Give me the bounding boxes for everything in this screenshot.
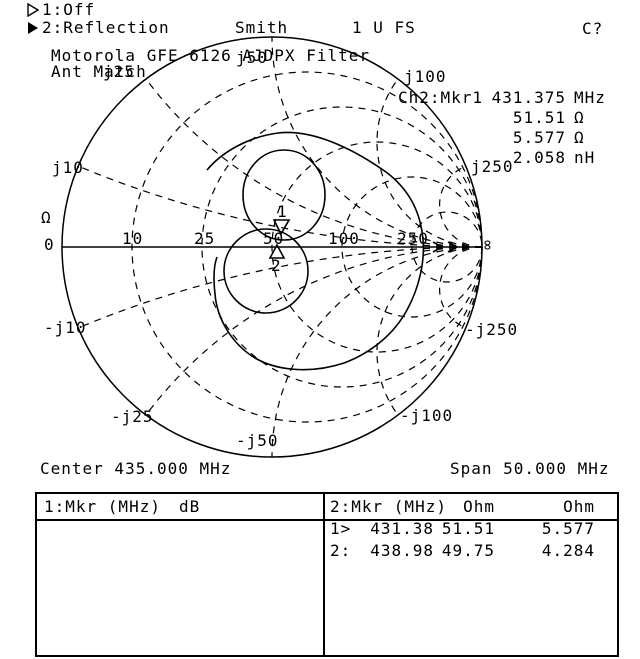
s11-trace: [206, 131, 471, 371]
scale-per-div: 1 U FS: [352, 18, 416, 37]
label-neg-j100: -j100: [400, 406, 454, 425]
chart-subtitle: Ant Match: [51, 62, 147, 81]
label-j250: j250: [471, 157, 514, 176]
axis-ohm-unit: Ω: [41, 208, 52, 227]
marker-readout-imag-unit: Ω: [574, 128, 585, 147]
marker-readout-equiv-unit: nH: [574, 148, 596, 167]
center-frequency: Center 435.000 MHz: [40, 459, 232, 478]
channel-2-pointer-icon: [28, 22, 38, 34]
marker-readout-real: 51.51: [512, 108, 566, 127]
label-neg-j25: -j25: [111, 407, 154, 426]
row1-r: 51.51: [441, 519, 495, 538]
label-r250: 250: [397, 229, 429, 248]
marker-readout-equiv: 2.058: [512, 148, 566, 167]
table-ch1-unit-header: dB: [179, 497, 201, 516]
span-frequency: Span 50.000 MHz: [450, 459, 610, 478]
marker-readout-imag: 5.577: [512, 128, 566, 147]
label-r25: 25: [194, 229, 216, 248]
table-ch2-col2-header: Ohm: [463, 497, 495, 516]
row2-id: 2:: [330, 541, 352, 560]
label-j25: j25: [103, 62, 135, 81]
label-j50: j50: [236, 48, 268, 67]
table-ch2-header: 2:Mkr (MHz): [330, 497, 447, 516]
label-neg-j250: -j250: [465, 320, 519, 339]
table-header-divider: [37, 519, 617, 521]
label-j10: j10: [52, 158, 84, 177]
label-neg-j50: -j50: [236, 431, 279, 450]
row1-id: 1>: [330, 519, 352, 538]
table-pane-divider: [323, 494, 325, 655]
marker-1-number: 1: [277, 202, 288, 221]
marker-2-symbol: [268, 243, 286, 259]
label-r0: 0: [44, 235, 55, 254]
label-neg-j10: -j10: [44, 318, 87, 337]
marker-readout-freq-unit: MHz: [574, 88, 606, 107]
marker-2-number: 2: [271, 256, 282, 275]
label-r100: 100: [328, 229, 360, 248]
marker-readout-title: Ch2:Mkr1: [398, 88, 484, 107]
channel-1-status: 1:Off: [42, 0, 96, 19]
table-ch1-header: 1:Mkr (MHz): [44, 497, 161, 516]
channel-2-status: 2:Reflection: [42, 18, 170, 37]
row1-x: 5.577: [541, 519, 595, 538]
marker-1-symbol: [272, 219, 291, 236]
marker-readout-real-unit: Ω: [574, 108, 585, 127]
chart-title: Motorola GFE 6126 AJDPX Filter: [51, 46, 370, 65]
marker-readout-freq: 431.375: [491, 88, 566, 107]
marker-table: 1:Mkr (MHz) dB 2:Mkr (MHz) Ohm Ohm 1> 43…: [35, 492, 619, 657]
label-r10: 10: [122, 229, 144, 248]
label-j100: j100: [404, 67, 447, 86]
row2-x: 4.284: [541, 541, 595, 560]
row1-freq: 431.38: [370, 519, 434, 538]
label-r50: 50: [263, 229, 285, 248]
row2-r: 49.75: [441, 541, 495, 560]
row2-freq: 438.98: [370, 541, 434, 560]
reactance-grid-arcs: [77, 36, 483, 458]
label-infinity: ∞: [478, 240, 498, 251]
table-ch2-col3-header: Ohm: [563, 497, 595, 516]
channel-1-pointer-icon: [27, 3, 39, 17]
display-format: Smith: [235, 18, 289, 37]
cal-status: C?: [582, 19, 604, 38]
